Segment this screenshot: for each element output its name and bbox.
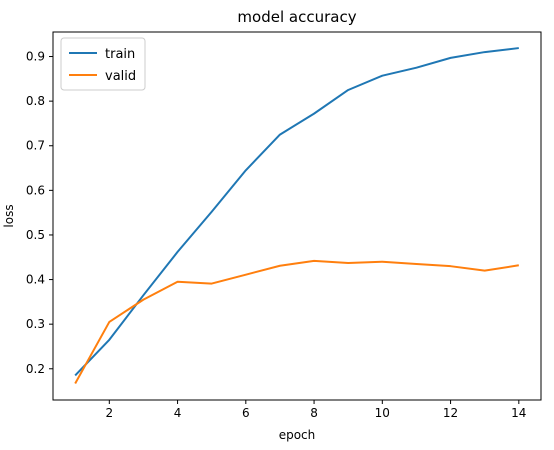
x-tick-label: 12 (443, 406, 458, 420)
x-tick-label: 10 (375, 406, 390, 420)
y-tick-label: 0.5 (26, 228, 45, 242)
chart-title: model accuracy (237, 8, 356, 26)
series-line-train (74, 47, 519, 377)
y-axis-label: loss (2, 204, 16, 227)
series-line-valid (74, 259, 519, 384)
legend-box (60, 37, 146, 91)
y-tick-label: 0.7 (26, 139, 45, 153)
x-axis-label: epoch (279, 428, 316, 442)
x-tick-label: 2 (105, 406, 113, 420)
y-tick-label: 0.3 (26, 317, 45, 331)
x-axis: 2 4 6 8 10 12 14 (105, 400, 526, 420)
y-tick-label: 0.2 (26, 362, 45, 376)
x-tick-label: 14 (511, 406, 526, 420)
y-axis: 0.2 0.3 0.4 0.5 0.6 0.7 0.8 0.9 (26, 50, 53, 376)
x-tick-label: 4 (174, 406, 182, 420)
legend: train valid (60, 37, 146, 91)
x-tick-label: 8 (310, 406, 318, 420)
legend-label-valid: valid (105, 69, 136, 84)
y-tick-label: 0.8 (26, 94, 45, 108)
x-tick-label: 6 (242, 406, 250, 420)
legend-label-train: train (105, 47, 135, 62)
y-tick-label: 0.9 (26, 50, 45, 64)
y-tick-label: 0.4 (26, 273, 45, 287)
y-tick-label: 0.6 (26, 183, 45, 197)
plot-series (74, 47, 519, 384)
plot-frame (52, 31, 542, 401)
